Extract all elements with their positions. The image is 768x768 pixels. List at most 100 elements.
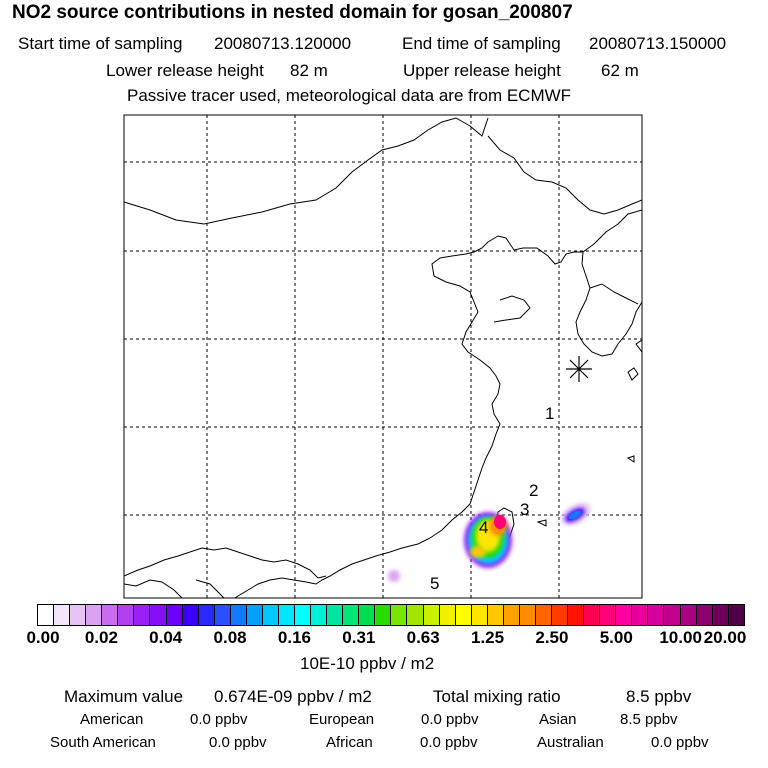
colorbar-unit: 10E-10 ppbv / m2: [300, 654, 435, 673]
colorbar-tick-label: 0.31: [342, 628, 376, 647]
map-frame: [123, 114, 643, 599]
colorbar-swatch: [86, 605, 103, 625]
colorbar-swatch: [102, 605, 119, 625]
concentration-plume-east: [561, 502, 591, 526]
border-southwest: [124, 579, 183, 598]
shandong-coast: [493, 295, 531, 323]
colorbar-swatch: [407, 605, 424, 625]
colorbar-swatch: [214, 605, 231, 625]
max-value: 0.674E-09 ppbv / m2: [214, 687, 372, 706]
colorbar-swatch: [584, 605, 601, 625]
colorbar-swatch: [166, 605, 183, 625]
region-value: 0.0 ppbv: [651, 734, 709, 751]
start-time-value: 20080713.120000: [214, 34, 352, 53]
tracer-note: Passive tracer used, meteorological data…: [127, 86, 572, 105]
colorbar-tick-label: 0.00: [26, 628, 60, 647]
korea-coast: [575, 251, 642, 357]
marker-1: 1: [545, 404, 554, 423]
colorbar-swatch: [246, 605, 263, 625]
marker-5: 5: [430, 574, 439, 593]
colorbar-swatch: [182, 605, 199, 625]
concentration-plume-taiwan: [464, 512, 512, 568]
lower-release-label: Lower release height: [106, 61, 264, 80]
border-south: [124, 547, 327, 579]
colorbar-swatch: [712, 605, 729, 625]
colorbar-swatch: [696, 605, 713, 625]
map-panel: 1 2 3 4 5: [123, 114, 643, 599]
marker-4: 4: [479, 518, 488, 537]
colorbar-swatch: [375, 605, 392, 625]
colorbar-swatch: [664, 605, 681, 625]
colorbar-swatch: [262, 605, 279, 625]
region-value: 0.0 ppbv: [190, 711, 248, 728]
lat-lon-grid: [124, 115, 642, 598]
colorbar-swatch: [600, 605, 617, 625]
colorbar-tick-label: 5.00: [599, 628, 633, 647]
concentration-plume-southwest: [388, 570, 400, 582]
asterisk-icon: [566, 356, 592, 382]
colorbar-swatch: [487, 605, 504, 625]
colorbar-swatch: [198, 605, 215, 625]
coastline: [234, 209, 642, 598]
colorbar-tick-label: 10.00: [659, 628, 702, 647]
total-label: Total mixing ratio: [433, 687, 561, 706]
colorbar-swatch: [568, 605, 585, 625]
marker-2: 2: [529, 481, 538, 500]
region-value: 8.5 ppbv: [620, 711, 678, 728]
colorbar-swatch: [552, 605, 569, 625]
colorbar-tick-label: 0.04: [149, 628, 183, 647]
colorbar: [37, 604, 745, 626]
colorbar-tick-label: 0.02: [84, 628, 118, 647]
colorbar-swatch: [728, 605, 744, 625]
plot-title: NO2 source contributions in nested domai…: [12, 2, 573, 23]
region-value: 0.0 ppbv: [209, 734, 267, 751]
colorbar-swatch: [648, 605, 665, 625]
upper-release-label: Upper release height: [403, 61, 561, 80]
colorbar-swatch: [118, 605, 135, 625]
colorbar-swatch: [70, 605, 87, 625]
start-time-label: Start time of sampling: [18, 34, 183, 53]
colorbar-tick-label: 2.50: [535, 628, 569, 647]
japan-islands: [536, 339, 642, 527]
colorbar-swatch: [38, 605, 55, 625]
colorbar-swatch: [471, 605, 488, 625]
colorbar-swatch: [616, 605, 633, 625]
region-name: African: [326, 734, 373, 751]
colorbar-swatch: [519, 605, 536, 625]
upper-release-value: 62 m: [601, 61, 639, 80]
total-value: 8.5 ppbv: [626, 687, 692, 706]
colorbar-swatch: [343, 605, 360, 625]
region-name: American: [80, 711, 144, 728]
colorbar-tick-label: 0.08: [213, 628, 247, 647]
border-hainan: [195, 579, 225, 598]
colorbar-tick-label: 0.16: [277, 628, 311, 647]
marker-3: 3: [520, 500, 529, 519]
colorbar-tick-label: 1.25: [470, 628, 505, 647]
colorbar-swatch: [391, 605, 408, 625]
end-time-label: End time of sampling: [402, 34, 561, 53]
colorbar-swatch: [311, 605, 328, 625]
korea-border: [589, 283, 639, 305]
colorbar-swatch: [439, 605, 456, 625]
colorbar-swatch: [680, 605, 697, 625]
colorbar-swatch: [359, 605, 376, 625]
colorbar-tick-label: 20.00: [703, 628, 747, 647]
colorbar-swatch: [423, 605, 440, 625]
region-value: 0.0 ppbv: [421, 711, 479, 728]
lower-release-value: 82 m: [290, 61, 328, 80]
region-name: South American: [50, 734, 156, 751]
region-name: European: [309, 711, 375, 728]
colorbar-swatch: [150, 605, 167, 625]
colorbar-swatch: [632, 605, 649, 625]
region-name: Australian: [537, 734, 604, 751]
colorbar-swatch: [455, 605, 472, 625]
colorbar-swatch: [134, 605, 151, 625]
region-name: Asian: [539, 711, 577, 728]
border-northeast: [487, 135, 642, 215]
region-value: 0.0 ppbv: [420, 734, 478, 751]
colorbar-tick-label: 0.63: [406, 628, 440, 647]
colorbar-swatch: [230, 605, 247, 625]
border-north: [124, 117, 489, 225]
end-time-value: 20080713.150000: [589, 34, 727, 53]
colorbar-swatch: [327, 605, 344, 625]
